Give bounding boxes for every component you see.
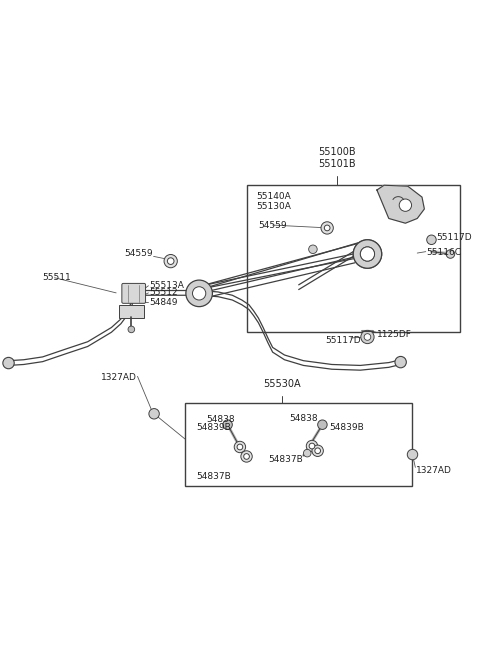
Text: 1327AD: 1327AD	[101, 373, 136, 382]
Text: 55100B
55101B: 55100B 55101B	[318, 147, 356, 169]
Circle shape	[309, 245, 317, 253]
Circle shape	[241, 451, 252, 462]
FancyBboxPatch shape	[119, 305, 144, 318]
Circle shape	[312, 445, 324, 457]
Circle shape	[234, 441, 246, 453]
Polygon shape	[377, 185, 424, 223]
Circle shape	[324, 225, 330, 231]
Bar	[185, 403, 412, 486]
Text: 1327AD: 1327AD	[416, 466, 452, 475]
Circle shape	[408, 449, 418, 460]
Circle shape	[223, 420, 232, 430]
Circle shape	[399, 199, 411, 212]
Text: 54839B: 54839B	[197, 423, 231, 432]
Text: 55116C: 55116C	[427, 248, 462, 257]
Circle shape	[360, 247, 374, 261]
Circle shape	[360, 247, 374, 261]
Circle shape	[164, 255, 177, 268]
Circle shape	[303, 449, 311, 457]
Circle shape	[309, 443, 315, 449]
Text: 1125DF: 1125DF	[377, 329, 412, 339]
Text: 55140A
55130A: 55140A 55130A	[256, 192, 291, 211]
Text: 55512: 55512	[149, 288, 178, 297]
Circle shape	[353, 240, 382, 269]
Circle shape	[446, 250, 455, 258]
Circle shape	[395, 356, 407, 368]
Circle shape	[364, 333, 371, 341]
Text: 55117D: 55117D	[325, 336, 360, 345]
Text: 55513A: 55513A	[149, 281, 184, 290]
Text: 54559: 54559	[258, 221, 287, 230]
Text: 55117D: 55117D	[436, 233, 472, 242]
Circle shape	[315, 448, 321, 454]
Circle shape	[244, 454, 250, 459]
Text: 54838: 54838	[206, 415, 235, 424]
Circle shape	[361, 330, 374, 344]
Circle shape	[192, 287, 206, 300]
Circle shape	[186, 280, 213, 307]
Circle shape	[237, 444, 243, 450]
Text: 55511: 55511	[43, 273, 72, 282]
Circle shape	[353, 240, 382, 269]
Circle shape	[128, 326, 135, 333]
FancyBboxPatch shape	[122, 284, 145, 303]
Text: 54849: 54849	[149, 298, 178, 307]
Circle shape	[168, 258, 174, 265]
Circle shape	[318, 420, 327, 430]
Text: 54559: 54559	[124, 249, 153, 258]
Text: 54837B: 54837B	[197, 472, 231, 481]
Bar	[247, 185, 460, 332]
Circle shape	[427, 235, 436, 244]
Text: 54837B: 54837B	[268, 455, 302, 464]
Text: 54839B: 54839B	[330, 423, 364, 432]
Text: 55530A: 55530A	[264, 379, 301, 389]
Circle shape	[306, 440, 318, 452]
Circle shape	[3, 358, 14, 369]
Circle shape	[321, 222, 333, 234]
Circle shape	[149, 409, 159, 419]
Text: 54838: 54838	[289, 414, 318, 423]
